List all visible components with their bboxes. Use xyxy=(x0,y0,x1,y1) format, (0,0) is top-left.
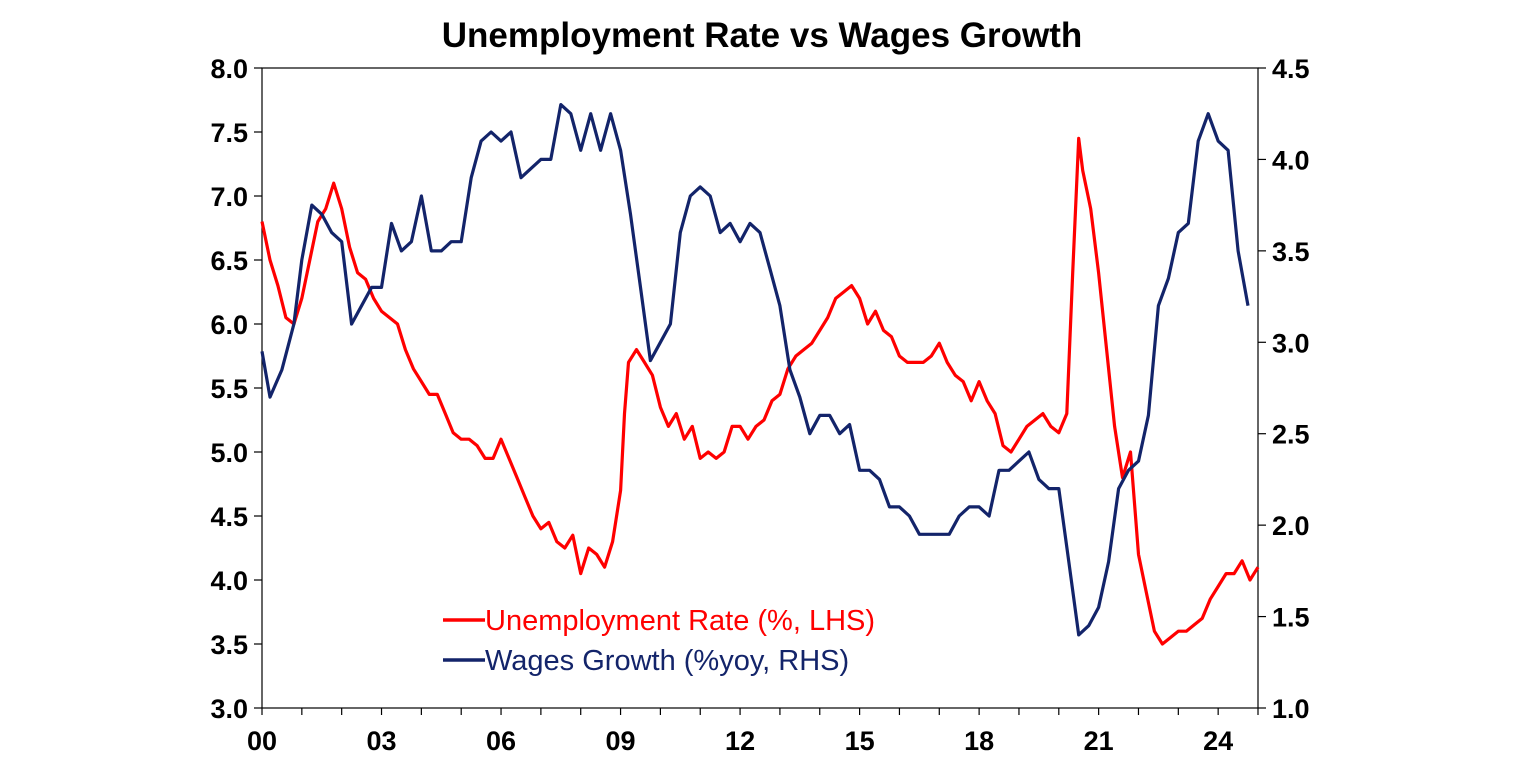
right-tick-label: 3.5 xyxy=(1272,237,1310,267)
x-tick-label: 24 xyxy=(1203,726,1233,756)
right-tick-label: 1.5 xyxy=(1272,603,1310,633)
x-axis-ticks: 00 03 06 09 12 15 18 21 24 xyxy=(247,708,1259,756)
x-tick-label: 03 xyxy=(366,726,396,756)
x-tick-label: 09 xyxy=(606,726,636,756)
right-tick-label: 4.5 xyxy=(1272,54,1310,84)
right-tick-label: 4.0 xyxy=(1272,145,1310,175)
left-tick-label: 5.5 xyxy=(210,374,248,404)
right-tick-label: 3.0 xyxy=(1272,328,1310,358)
left-tick-label: 6.5 xyxy=(210,246,248,276)
chart-title: Unemployment Rate vs Wages Growth xyxy=(442,16,1083,55)
right-tick-label: 2.5 xyxy=(1272,420,1310,450)
left-axis-ticks: 3.0 3.5 4.0 4.5 5.0 5.5 6.0 6.5 7.0 7.5 8.0 xyxy=(210,54,262,724)
x-tick-label: 18 xyxy=(964,726,994,756)
left-tick-label: 6.0 xyxy=(210,310,248,340)
series-layer xyxy=(260,103,1260,646)
x-tick-label: 12 xyxy=(725,726,755,756)
left-tick-label: 5.0 xyxy=(210,438,248,468)
right-tick-label: 1.0 xyxy=(1272,694,1310,724)
x-tick-label: 21 xyxy=(1084,726,1114,756)
left-tick-label: 3.0 xyxy=(210,694,248,724)
left-tick-label: 8.0 xyxy=(210,54,248,84)
unemployment-rate-line xyxy=(260,136,1260,646)
left-tick-label: 4.0 xyxy=(210,566,248,596)
right-axis-ticks: 1.0 1.5 2.0 2.5 3.0 3.5 4.0 4.5 xyxy=(1258,54,1310,724)
legend-label-unemployment: Unemployment Rate (%, LHS) xyxy=(485,605,875,637)
left-tick-label: 3.5 xyxy=(210,630,248,660)
left-tick-label: 7.0 xyxy=(210,182,248,212)
x-tick-label: 00 xyxy=(247,726,277,756)
x-tick-label: 15 xyxy=(845,726,875,756)
left-tick-label: 7.5 xyxy=(210,118,248,148)
legend: Unemployment Rate (%, LHS) Wages Growth … xyxy=(443,605,875,677)
x-tick-label: 06 xyxy=(486,726,516,756)
legend-label-wages: Wages Growth (%yoy, RHS) xyxy=(485,645,849,677)
wages-growth-line xyxy=(260,103,1250,637)
right-tick-label: 2.0 xyxy=(1272,511,1310,541)
left-tick-label: 4.5 xyxy=(210,502,248,532)
